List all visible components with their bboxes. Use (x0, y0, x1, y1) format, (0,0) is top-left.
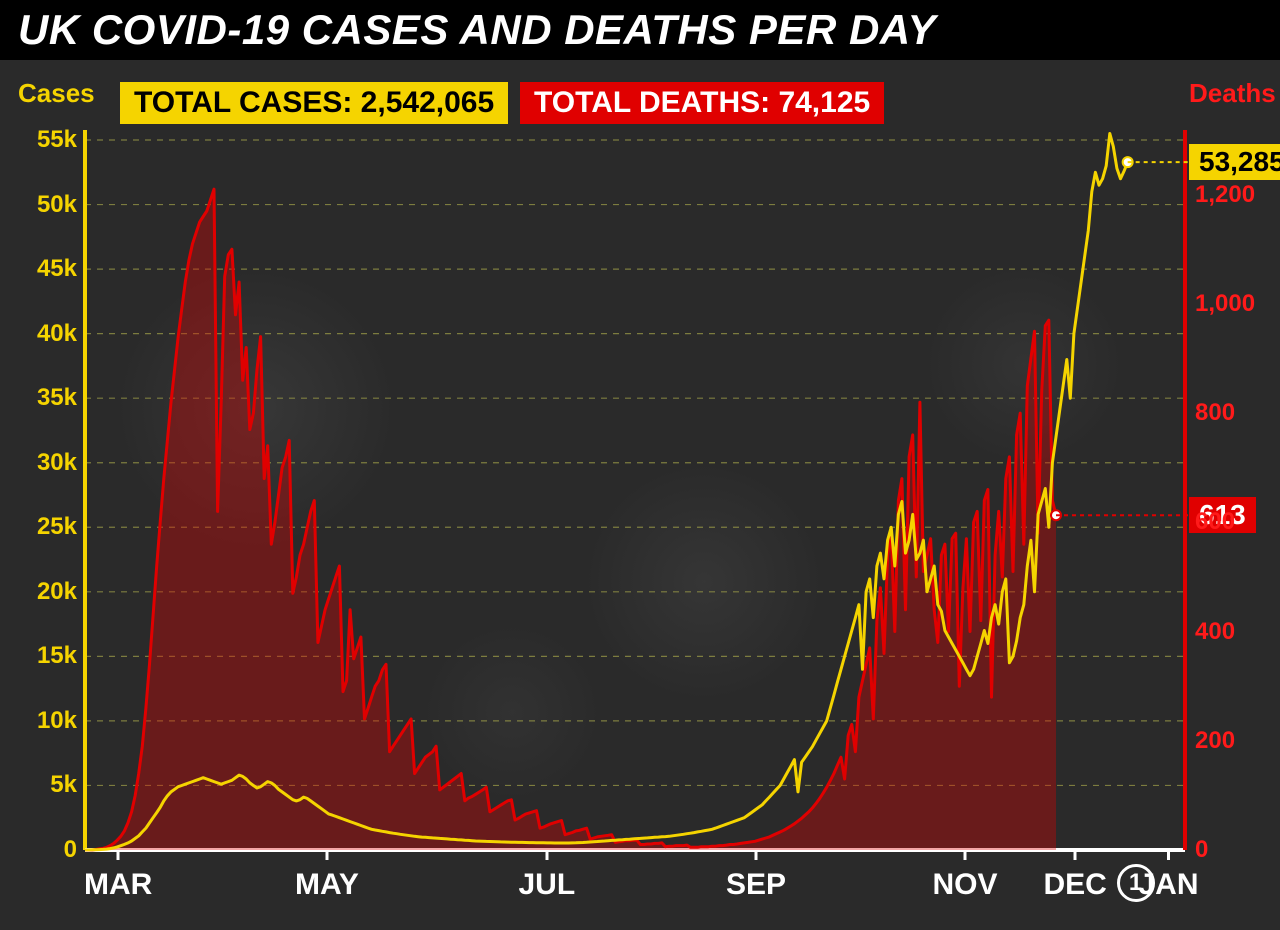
y-left-tick: 0 (64, 836, 77, 864)
y-right-tick: 200 (1195, 727, 1235, 755)
y-left-tick: 45k (37, 255, 77, 283)
total-deaths-badge: TOTAL DEATHS: 74,125 (520, 82, 884, 124)
y-right-tick: 800 (1195, 399, 1235, 427)
total-cases-badge: TOTAL CASES: 2,542,065 (120, 82, 508, 124)
x-month-label: SEP (726, 868, 786, 902)
y-left-tick: 55k (37, 126, 77, 154)
total-cases-text: TOTAL CASES: 2,542,065 (134, 86, 494, 120)
y-right-tick: 0 (1195, 836, 1208, 864)
total-deaths-text: TOTAL DEATHS: 74,125 (534, 86, 870, 120)
cases-endpoint-badge: 53,285 (1189, 144, 1280, 180)
y-left-tick: 50k (37, 191, 77, 219)
y-right-title: Deaths (1189, 78, 1276, 109)
y-left-tick: 20k (37, 578, 77, 606)
y-left-title: Cases (18, 78, 95, 109)
y-left-tick: 10k (37, 707, 77, 735)
x-month-label: JUL (519, 868, 576, 902)
y-left-tick: 25k (37, 513, 77, 541)
x-month-label: DEC (1044, 868, 1107, 902)
cases-endpoint-value: 53,285 (1199, 146, 1280, 177)
x-month-label: MAR (84, 868, 152, 902)
y-left-tick: 15k (37, 642, 77, 670)
y-left-tick: 35k (37, 384, 77, 412)
title-bar: UK COVID-19 CASES AND DEATHS PER DAY (0, 0, 1280, 60)
x-month-label: NOV (933, 868, 998, 902)
y-left-tick: 30k (37, 449, 77, 477)
y-right-tick: 400 (1195, 618, 1235, 646)
y-right-tick: 1,000 (1195, 290, 1255, 318)
chart-svg (0, 60, 1280, 930)
x-month-label: JAN (1139, 868, 1199, 902)
chart-area: Cases Deaths TOTAL CASES: 2,542,065 TOTA… (0, 60, 1280, 930)
chart-title: UK COVID-19 CASES AND DEATHS PER DAY (18, 6, 936, 54)
y-left-tick: 40k (37, 320, 77, 348)
x-month-label: MAY (295, 868, 359, 902)
y-left-tick: 5k (50, 771, 77, 799)
y-right-tick: 600 (1195, 508, 1235, 536)
y-right-tick: 1,200 (1195, 181, 1255, 209)
